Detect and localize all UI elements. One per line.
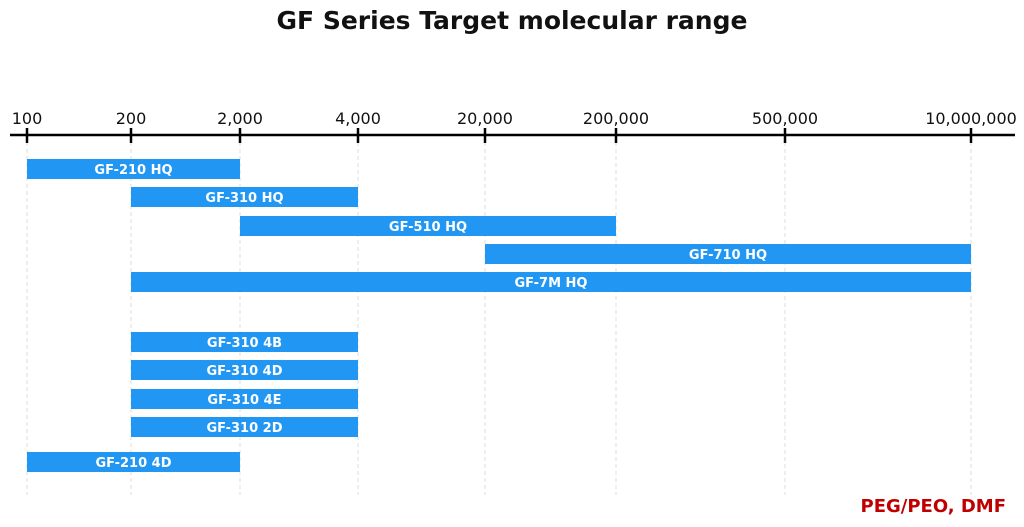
range-bar — [131, 272, 971, 292]
range-bar — [240, 216, 616, 236]
range-bar — [131, 360, 358, 380]
x-tick-label: 4,000 — [335, 109, 381, 128]
x-tick-label: 10,000,000 — [925, 109, 1017, 128]
bar-label: GF-310 4E — [207, 393, 281, 408]
range-bar — [131, 389, 358, 409]
bar-label: GF-7M HQ — [515, 276, 588, 291]
range-bar — [131, 332, 358, 352]
x-tick-label: 200,000 — [583, 109, 649, 128]
range-bar — [27, 452, 240, 472]
bar-label: GF-310 4D — [206, 364, 282, 379]
range-bar — [27, 159, 240, 179]
bar-label: GF-210 HQ — [94, 163, 172, 178]
x-tick-label: 20,000 — [457, 109, 513, 128]
x-tick-label: 500,000 — [752, 109, 818, 128]
bar-label: GF-510 HQ — [389, 220, 467, 235]
range-bar — [485, 244, 971, 264]
x-tick-label: 2,000 — [217, 109, 263, 128]
range-bar — [131, 417, 358, 437]
range-bar — [131, 187, 358, 207]
footnote: PEG/PEO, DMF — [860, 496, 1007, 517]
chart-title: GF Series Target molecular range — [276, 6, 748, 35]
bar-label: GF-710 HQ — [689, 248, 767, 263]
bar-label: GF-210 4D — [95, 456, 171, 471]
x-tick-label: 100 — [12, 109, 43, 128]
bar-label: GF-310 HQ — [205, 191, 283, 206]
bar-label: GF-310 4B — [207, 336, 282, 351]
x-tick-label: 200 — [116, 109, 147, 128]
bar-label: GF-310 2D — [206, 421, 282, 436]
